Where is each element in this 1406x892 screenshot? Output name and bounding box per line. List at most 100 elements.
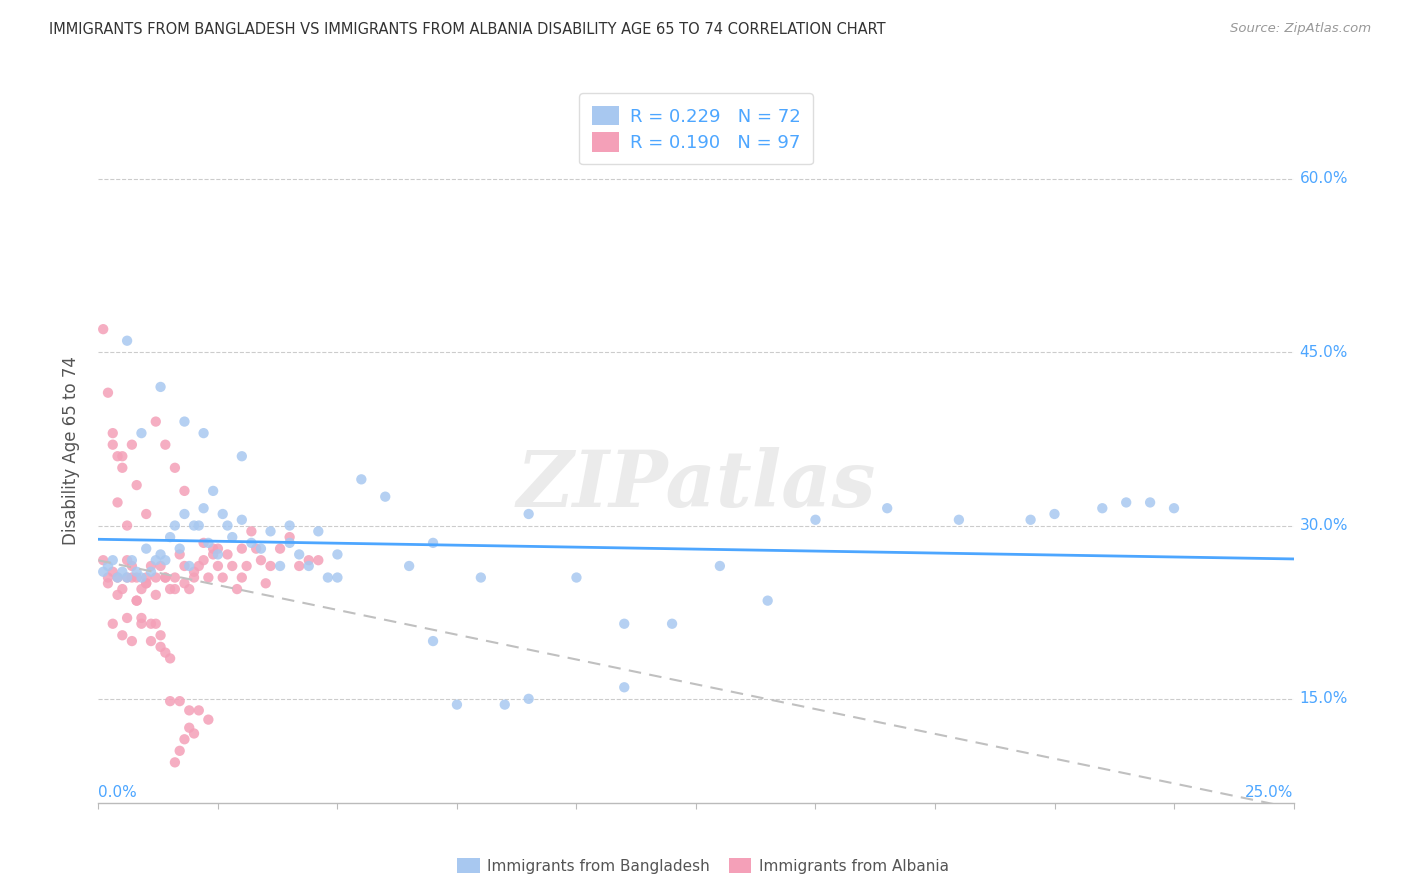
Point <box>613 616 636 631</box>
Point <box>240 524 263 539</box>
Point <box>149 559 172 574</box>
Point <box>565 570 588 584</box>
Point <box>169 694 191 708</box>
Point <box>661 616 683 631</box>
Point <box>193 536 215 550</box>
Point <box>231 541 253 556</box>
Point <box>131 426 153 441</box>
Point <box>111 449 134 463</box>
Point <box>240 536 263 550</box>
Point <box>245 541 267 556</box>
Point <box>173 483 195 498</box>
Point <box>197 570 219 584</box>
Point <box>135 576 157 591</box>
Point <box>307 553 329 567</box>
Point <box>398 559 420 574</box>
Point <box>149 628 172 642</box>
Point <box>155 646 177 660</box>
Point <box>269 559 291 574</box>
Point <box>202 541 225 556</box>
Point <box>107 495 129 509</box>
Point <box>207 559 229 574</box>
Point <box>422 634 444 648</box>
Point <box>278 530 301 544</box>
Point <box>173 415 195 429</box>
Point <box>288 559 311 574</box>
Point <box>173 507 195 521</box>
Point <box>101 426 124 441</box>
Point <box>163 570 186 584</box>
Point <box>179 703 201 717</box>
Point <box>211 507 233 521</box>
Point <box>145 616 167 631</box>
Point <box>97 576 120 591</box>
Point <box>316 570 339 584</box>
Point <box>163 756 186 770</box>
Point <box>107 570 129 584</box>
Point <box>135 507 157 521</box>
Point <box>183 565 205 579</box>
Point <box>145 570 167 584</box>
Point <box>125 593 148 607</box>
Point <box>163 460 186 475</box>
Point <box>221 530 243 544</box>
Legend: R = 0.229   N = 72, R = 0.190   N = 97: R = 0.229 N = 72, R = 0.190 N = 97 <box>579 93 813 164</box>
Point <box>131 611 153 625</box>
Point <box>115 570 138 584</box>
Point <box>169 541 191 556</box>
Point <box>613 680 636 694</box>
Point <box>101 553 124 567</box>
Point <box>125 593 148 607</box>
Point <box>111 460 134 475</box>
Point <box>709 559 731 574</box>
Point <box>250 553 273 567</box>
Point <box>111 565 134 579</box>
Point <box>876 501 898 516</box>
Point <box>121 634 143 648</box>
Point <box>193 553 215 567</box>
Point <box>173 732 195 747</box>
Point <box>179 721 201 735</box>
Point <box>91 565 114 579</box>
Point <box>131 582 153 596</box>
Point <box>135 541 157 556</box>
Point <box>756 593 779 607</box>
Point <box>298 553 321 567</box>
Text: 25.0%: 25.0% <box>1246 785 1294 800</box>
Point <box>217 548 239 562</box>
Point <box>163 582 186 596</box>
Point <box>139 559 162 574</box>
Point <box>121 438 143 452</box>
Point <box>107 588 129 602</box>
Point <box>183 570 205 584</box>
Point <box>97 570 120 584</box>
Point <box>97 559 120 574</box>
Point <box>155 570 177 584</box>
Point <box>446 698 468 712</box>
Point <box>197 713 219 727</box>
Point <box>159 651 181 665</box>
Point <box>231 513 253 527</box>
Point <box>374 490 396 504</box>
Text: Source: ZipAtlas.com: Source: ZipAtlas.com <box>1230 22 1371 36</box>
Y-axis label: Disability Age 65 to 74: Disability Age 65 to 74 <box>62 356 80 545</box>
Text: 0.0%: 0.0% <box>98 785 138 800</box>
Point <box>159 694 181 708</box>
Point <box>125 565 148 579</box>
Point <box>207 541 229 556</box>
Point <box>115 570 138 584</box>
Point <box>231 570 253 584</box>
Point <box>1115 495 1137 509</box>
Point <box>155 438 177 452</box>
Point <box>1019 513 1042 527</box>
Point <box>107 570 129 584</box>
Point <box>183 518 205 533</box>
Point <box>494 698 516 712</box>
Point <box>948 513 970 527</box>
Point <box>298 559 321 574</box>
Point <box>139 565 162 579</box>
Point <box>278 536 301 550</box>
Point <box>179 582 201 596</box>
Text: IMMIGRANTS FROM BANGLADESH VS IMMIGRANTS FROM ALBANIA DISABILITY AGE 65 TO 74 CO: IMMIGRANTS FROM BANGLADESH VS IMMIGRANTS… <box>49 22 886 37</box>
Point <box>91 553 114 567</box>
